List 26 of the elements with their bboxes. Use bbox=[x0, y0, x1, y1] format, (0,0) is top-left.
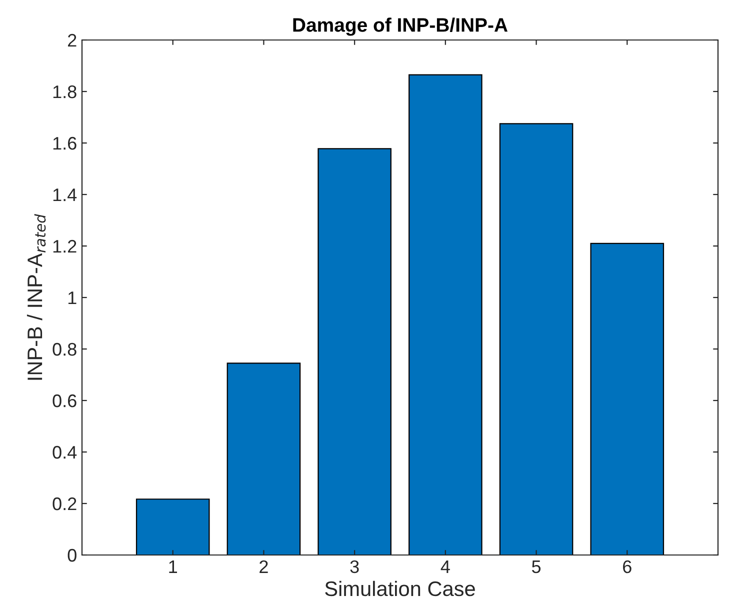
y-tick-label: 0.2 bbox=[52, 497, 76, 510]
x-tick-label: 2 bbox=[260, 560, 268, 573]
bar bbox=[590, 242, 664, 555]
y-tick-label: 2 bbox=[68, 34, 76, 47]
x-tick-label: 1 bbox=[169, 560, 177, 573]
y-tick-label: 1.8 bbox=[53, 85, 76, 98]
y-tick-label: 0.6 bbox=[52, 394, 76, 408]
x-tick-label: 6 bbox=[623, 560, 632, 574]
x-tick-label: 5 bbox=[532, 560, 541, 574]
y-tick-label: 1.2 bbox=[53, 240, 76, 253]
y-tick-label: 0.4 bbox=[52, 446, 77, 459]
bar bbox=[136, 498, 210, 555]
x-axis-title: Simulation Case bbox=[325, 580, 475, 596]
y-tick-label: 1.6 bbox=[53, 136, 76, 150]
y-tick-label: 1 bbox=[68, 292, 76, 304]
y-tick-label: 1.4 bbox=[53, 188, 77, 202]
bar bbox=[318, 148, 392, 555]
bar bbox=[408, 74, 482, 555]
y-tick-label: 0 bbox=[68, 548, 76, 562]
x-tick-label: 4 bbox=[440, 560, 450, 573]
bar bbox=[499, 123, 574, 555]
y-axis-title: INP-B / INP-A$_{rated}$ bbox=[26, 214, 46, 380]
bar bbox=[226, 362, 301, 555]
x-tick-label: 3 bbox=[350, 560, 359, 574]
y-tick-label: 0.8 bbox=[52, 342, 76, 356]
chart-title: Damage of INP-B/INP-A bbox=[293, 18, 508, 36]
